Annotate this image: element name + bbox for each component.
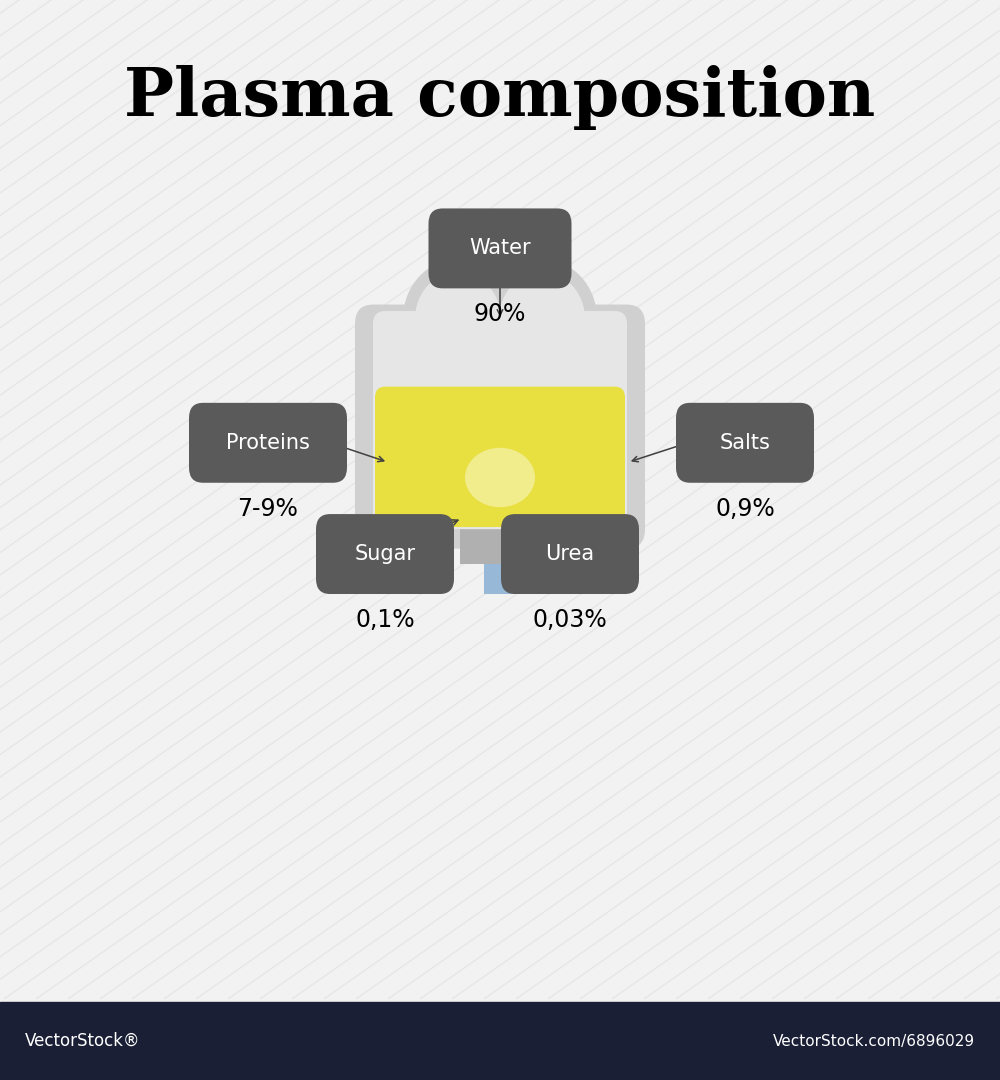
FancyBboxPatch shape <box>355 305 645 549</box>
FancyBboxPatch shape <box>676 403 814 483</box>
Text: Salts: Salts <box>720 433 770 453</box>
Bar <box>484 564 516 594</box>
Text: Urea: Urea <box>545 544 595 564</box>
Text: 0,1%: 0,1% <box>355 608 415 632</box>
FancyBboxPatch shape <box>316 514 454 594</box>
FancyBboxPatch shape <box>189 403 347 483</box>
Circle shape <box>499 272 585 365</box>
Text: 7-9%: 7-9% <box>238 497 298 521</box>
Text: 0,9%: 0,9% <box>715 497 775 521</box>
FancyBboxPatch shape <box>373 311 627 529</box>
Text: VectorStock®: VectorStock® <box>25 1032 140 1050</box>
FancyBboxPatch shape <box>375 387 625 527</box>
Text: Water: Water <box>469 239 531 258</box>
Text: Proteins: Proteins <box>226 433 310 453</box>
Bar <box>0 1002 1000 1080</box>
Text: Plasma composition: Plasma composition <box>124 65 876 130</box>
FancyBboxPatch shape <box>501 514 639 594</box>
Text: 0,03%: 0,03% <box>533 608 607 632</box>
Text: 90%: 90% <box>474 302 526 326</box>
Text: Sugar: Sugar <box>354 544 416 564</box>
FancyBboxPatch shape <box>460 529 540 564</box>
Text: VectorStock.com/6896029: VectorStock.com/6896029 <box>773 1034 975 1049</box>
Ellipse shape <box>465 448 535 508</box>
Circle shape <box>403 259 513 378</box>
Circle shape <box>487 259 597 378</box>
FancyBboxPatch shape <box>428 208 572 288</box>
Circle shape <box>415 272 501 365</box>
